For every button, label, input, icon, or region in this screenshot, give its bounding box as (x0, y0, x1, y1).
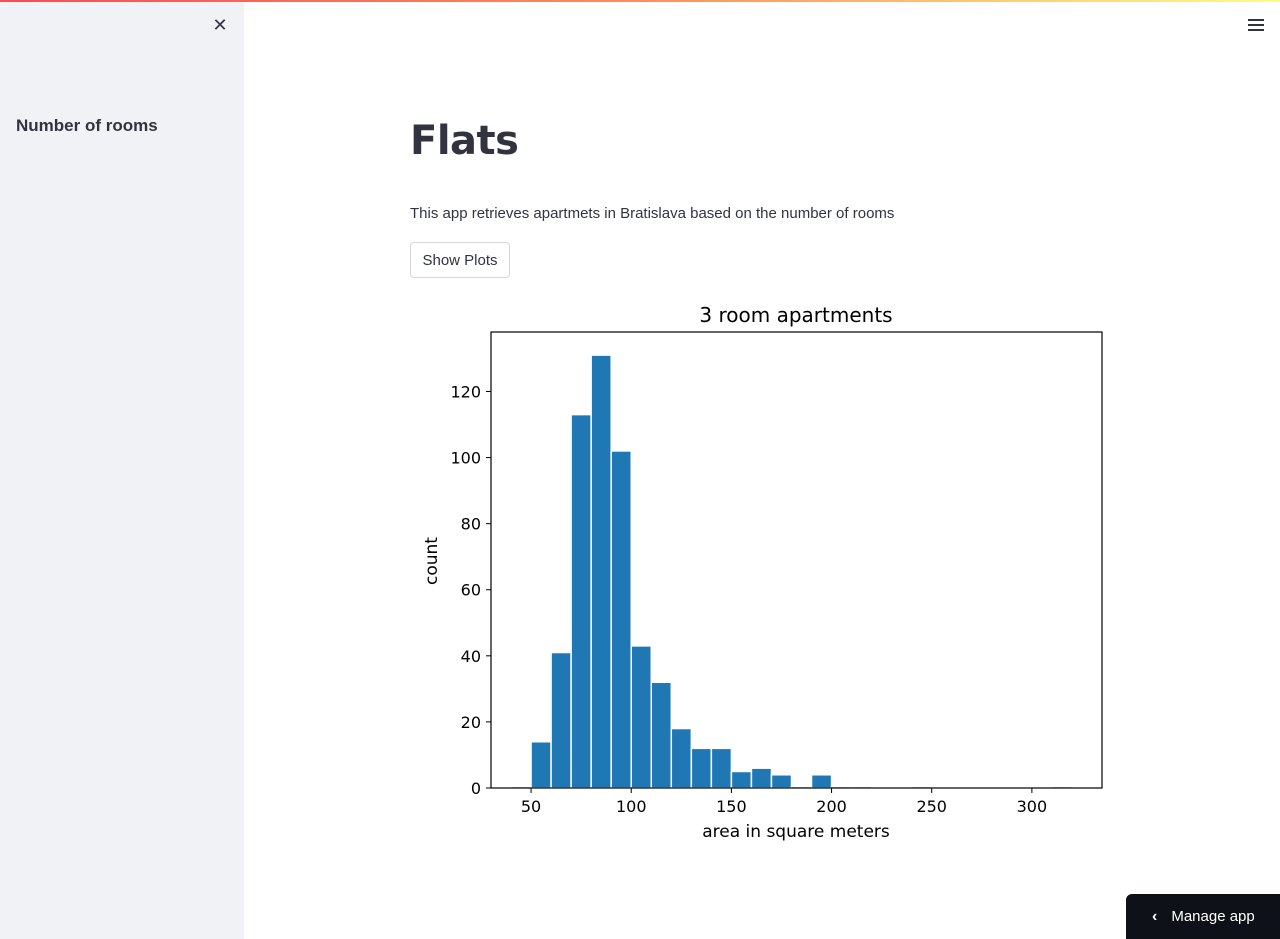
y-tick-label: 20 (461, 713, 481, 732)
histogram-chart: 3 room apartments area in square meters … (410, 296, 1110, 856)
chevron-left-icon: ‹ (1152, 907, 1158, 925)
page-title: Flats (410, 118, 519, 164)
x-tick-label: 100 (616, 797, 647, 816)
plot-frame (490, 331, 1103, 789)
x-axis-label: area in square meters (702, 822, 890, 842)
page-description: This app retrieves apartmets in Bratisla… (410, 205, 895, 222)
y-tick-label: 40 (461, 647, 481, 666)
histogram-bar (710, 747, 733, 789)
y-tick-label: 100 (450, 449, 481, 468)
chart-title: 3 room apartments (699, 303, 892, 327)
close-icon[interactable]: ✕ (212, 15, 228, 36)
main-content: Flats This app retrieves apartmets in Br… (244, 0, 1280, 939)
y-tick-label: 80 (461, 515, 481, 534)
histogram-bar (730, 770, 753, 789)
y-tick-label: 0 (471, 779, 481, 798)
histogram-bar (810, 774, 833, 789)
histogram-bar (550, 651, 572, 789)
sidebar-heading: Number of rooms (16, 116, 158, 135)
histogram-bar (750, 767, 773, 789)
show-plots-button[interactable]: Show Plots (410, 242, 510, 278)
y-axis-label: count (422, 537, 442, 585)
hamburger-menu-icon[interactable] (1246, 16, 1266, 36)
histogram-bar (670, 727, 693, 789)
top-decoration-bar (0, 0, 1280, 2)
x-tick-label: 150 (716, 797, 747, 816)
manage-app-label: Manage app (1171, 908, 1255, 925)
y-tick-label: 60 (461, 581, 481, 600)
x-tick-label: 250 (916, 797, 947, 816)
y-tick-label: 120 (450, 382, 481, 401)
histogram-bar (610, 450, 632, 789)
manage-app-button[interactable]: ‹ Manage app (1126, 894, 1280, 939)
sidebar: ✕ Number of rooms (0, 0, 244, 939)
histogram-bar (650, 681, 673, 789)
histogram-svg: 3 room apartments area in square meters … (422, 303, 1103, 842)
histogram-bar (590, 354, 612, 789)
histogram-bar (570, 413, 592, 789)
histogram-bar (530, 740, 552, 789)
histogram-bar (690, 747, 713, 789)
x-tick-label: 200 (816, 797, 847, 816)
histogram-bar (770, 774, 793, 789)
x-tick-label: 300 (1017, 797, 1048, 816)
histogram-bar (630, 645, 653, 789)
x-tick-label: 50 (521, 797, 541, 816)
